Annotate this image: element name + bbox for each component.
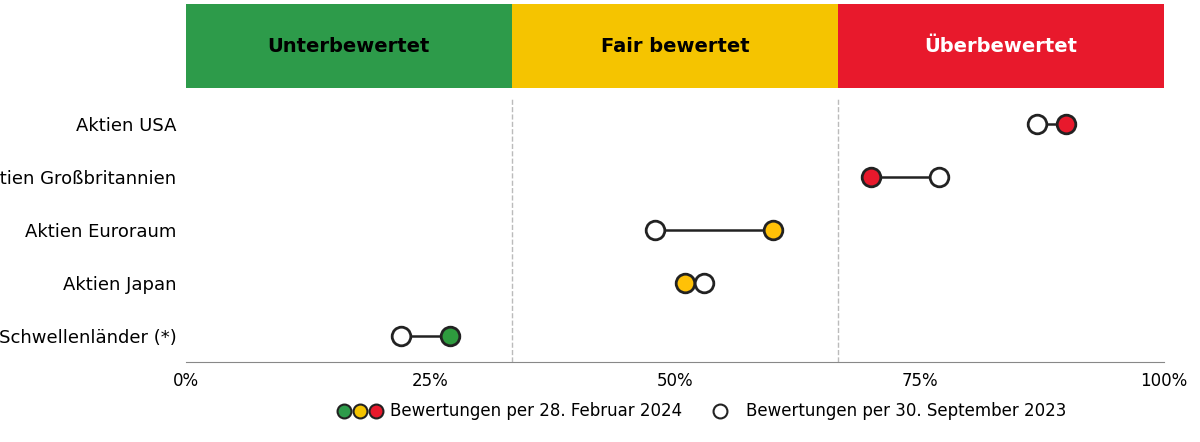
Point <box>391 332 410 339</box>
Point <box>440 332 460 339</box>
Bar <box>511 4 839 88</box>
Point <box>1057 120 1076 127</box>
Text: Fair bewertet: Fair bewertet <box>601 37 749 56</box>
Text: Bewertungen per 30. September 2023: Bewertungen per 30. September 2023 <box>746 402 1067 420</box>
Bar <box>186 4 511 88</box>
Point <box>860 173 880 180</box>
Text: Überbewertet: Überbewertet <box>925 37 1078 56</box>
Point <box>930 173 949 180</box>
Bar <box>839 4 1164 88</box>
Point <box>763 226 782 233</box>
Point <box>676 279 695 286</box>
Point <box>646 226 665 233</box>
Text: Unterbewertet: Unterbewertet <box>268 37 430 56</box>
Point <box>1027 120 1046 127</box>
Point <box>695 279 714 286</box>
Text: Bewertungen per 28. Februar 2024: Bewertungen per 28. Februar 2024 <box>390 402 682 420</box>
